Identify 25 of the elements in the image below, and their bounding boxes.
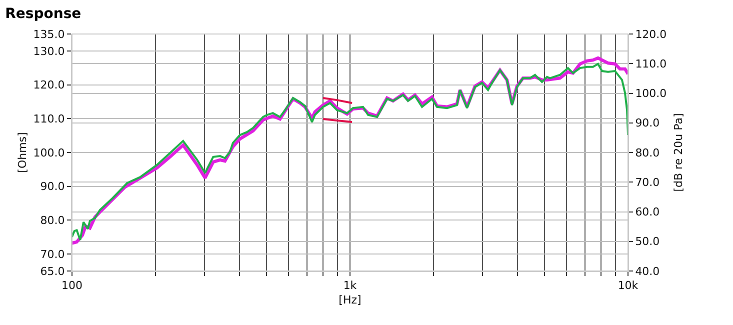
y2-tick-label: 40.0 <box>635 264 660 278</box>
y2-tick-label: 80.0 <box>635 146 660 160</box>
y2-tick-label: 100.0 <box>635 87 667 100</box>
y-tick-label: 90.0 <box>40 180 65 194</box>
y-axis-title: [Ohms] <box>16 132 29 173</box>
y-tick-label: 100.0 <box>33 146 65 160</box>
y2-tick-label: 60.0 <box>635 206 660 219</box>
chart-title: Response <box>5 6 82 22</box>
y-tick-label: 135.0 <box>33 28 65 41</box>
y-tick-label: 110.0 <box>33 112 65 126</box>
x-tick-label: 1k <box>343 279 358 292</box>
y2-tick-label: 110.0 <box>635 57 667 70</box>
y2-tick-label: 120.0 <box>635 28 667 41</box>
y-tick-label: 120.0 <box>33 78 65 92</box>
y-tick-label: 80.0 <box>40 214 65 228</box>
x-tick-label: 10k <box>618 279 639 292</box>
y-tick-label: 70.0 <box>40 248 65 261</box>
y2-tick-label: 70.0 <box>635 176 660 189</box>
y2-tick-label: 50.0 <box>635 235 660 248</box>
y2-axis-title: [dB re 20u Pa] <box>672 113 685 192</box>
y2-tick-label: 90.0 <box>635 116 660 130</box>
y-tick-label: 65.0 <box>40 264 65 278</box>
x-axis-title: [Hz] <box>338 293 362 306</box>
x-tick-label: 100 <box>62 279 82 292</box>
y-tick-label: 130.0 <box>33 44 65 58</box>
